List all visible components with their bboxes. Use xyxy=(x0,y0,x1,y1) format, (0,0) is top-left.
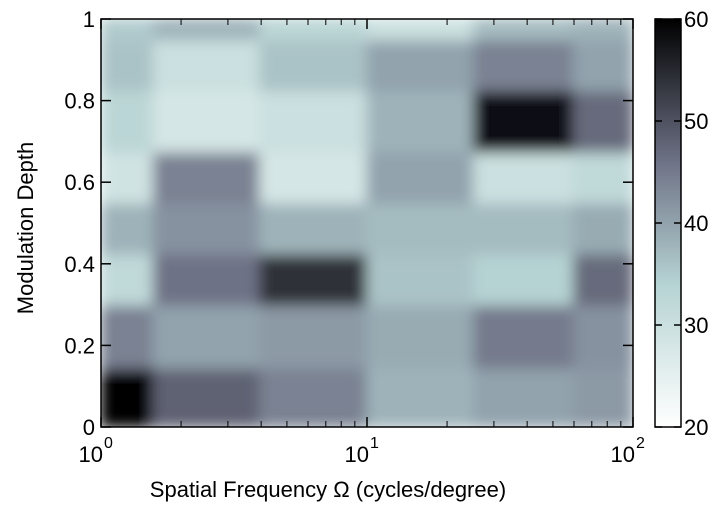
heatmap-cell xyxy=(259,19,369,41)
heatmap-cell xyxy=(259,252,369,306)
heatmap-cell xyxy=(152,366,262,427)
heatmap-cell xyxy=(152,150,262,204)
heatmap-cell xyxy=(572,38,633,92)
y-tick-label: 0.6 xyxy=(64,170,95,195)
heatmap-cell xyxy=(572,252,633,306)
y-tick-label: 1 xyxy=(83,7,95,32)
heatmap-cell xyxy=(366,366,476,427)
heatmap-cell xyxy=(473,303,575,369)
heatmap-cells xyxy=(101,19,633,427)
heatmap-cell xyxy=(152,19,262,41)
heatmap-cell xyxy=(101,38,155,92)
y-tick-label: 0.2 xyxy=(64,333,95,358)
heatmap-cell xyxy=(152,252,262,306)
x-tick-label: 10 0 xyxy=(79,435,113,467)
heatmap-cell xyxy=(366,89,476,153)
heatmap-cell xyxy=(366,252,476,306)
heatmap-cell xyxy=(101,89,155,153)
colorbar-tick-label: 50 xyxy=(684,109,708,134)
x-tick-exponent: 2 xyxy=(636,435,645,452)
colorbar-tick-label: 60 xyxy=(684,7,708,32)
plot-area: 10 0 10 1 10 2 00.20.40.60.81 xyxy=(64,7,645,467)
x-tick-base: 10 xyxy=(345,442,369,467)
y-tick-label: 0.8 xyxy=(64,89,95,114)
y-ticks: 0 0.2 0.4 0.6 0.8 1 xyxy=(64,7,633,440)
heatmap-cell xyxy=(473,366,575,427)
heatmap-cell xyxy=(152,303,262,369)
y-tick-label: 0.4 xyxy=(64,252,95,277)
heatmap-cell xyxy=(101,19,155,41)
heatmap-cell xyxy=(366,303,476,369)
x-minor-ticks xyxy=(180,19,622,427)
heatmap-cell xyxy=(101,303,155,369)
x-tick-label: 10 2 xyxy=(611,435,645,467)
heatmap-cell xyxy=(101,201,155,255)
x-tick-base: 10 xyxy=(611,442,635,467)
y-axis-label: Modulation Depth xyxy=(13,142,38,314)
heatmap-cell xyxy=(101,366,155,427)
heatmap-cell xyxy=(152,89,262,153)
heatmap-cell xyxy=(259,303,369,369)
heatmap-cell xyxy=(572,150,633,204)
colorbar-tick-label: 40 xyxy=(684,211,708,236)
heatmap-cell xyxy=(572,19,633,41)
heatmap-cell xyxy=(259,150,369,204)
heatmap-cell xyxy=(259,201,369,255)
heatmap-cell xyxy=(101,150,155,204)
heatmap-cell xyxy=(473,89,575,153)
heatmap-cell xyxy=(152,38,262,92)
heatmap-cell xyxy=(366,38,476,92)
heatmap-cell xyxy=(366,150,476,204)
heatmap-cell xyxy=(259,366,369,427)
heatmap-cell xyxy=(473,252,575,306)
colorbar-tick-label: 30 xyxy=(684,313,708,338)
heatmap-cell xyxy=(473,150,575,204)
heatmap-cell xyxy=(259,89,369,153)
heatmap-cell xyxy=(473,38,575,92)
heatmap-cell xyxy=(366,201,476,255)
colorbar: 20 30 40 50 60 xyxy=(654,7,708,440)
heatmap-cell xyxy=(473,201,575,255)
x-tick-label: 10 1 xyxy=(345,435,379,467)
x-tick-exponent: 0 xyxy=(104,435,113,452)
heatmap-cell xyxy=(572,303,633,369)
x-tick-base: 10 xyxy=(79,442,103,467)
heatmap-cell xyxy=(473,19,575,41)
colorbar-ticks: 20 30 40 50 60 xyxy=(655,7,708,440)
colorbar-tick-label: 20 xyxy=(684,415,708,440)
x-axis-label: Spatial Frequency Ω (cycles/degree) xyxy=(150,477,506,502)
heatmap-cell xyxy=(572,201,633,255)
heatmap-cell xyxy=(259,38,369,92)
heatmap-cell xyxy=(152,201,262,255)
x-ticks: 10 0 10 1 10 2 xyxy=(79,19,645,467)
x-tick-exponent: 1 xyxy=(370,435,379,452)
heatmap-cell xyxy=(366,19,476,41)
heatmap-cell xyxy=(572,89,633,153)
heatmap-cell xyxy=(101,252,155,306)
y-tick-label: 0 xyxy=(83,415,95,440)
heatmap-cell xyxy=(572,366,633,427)
